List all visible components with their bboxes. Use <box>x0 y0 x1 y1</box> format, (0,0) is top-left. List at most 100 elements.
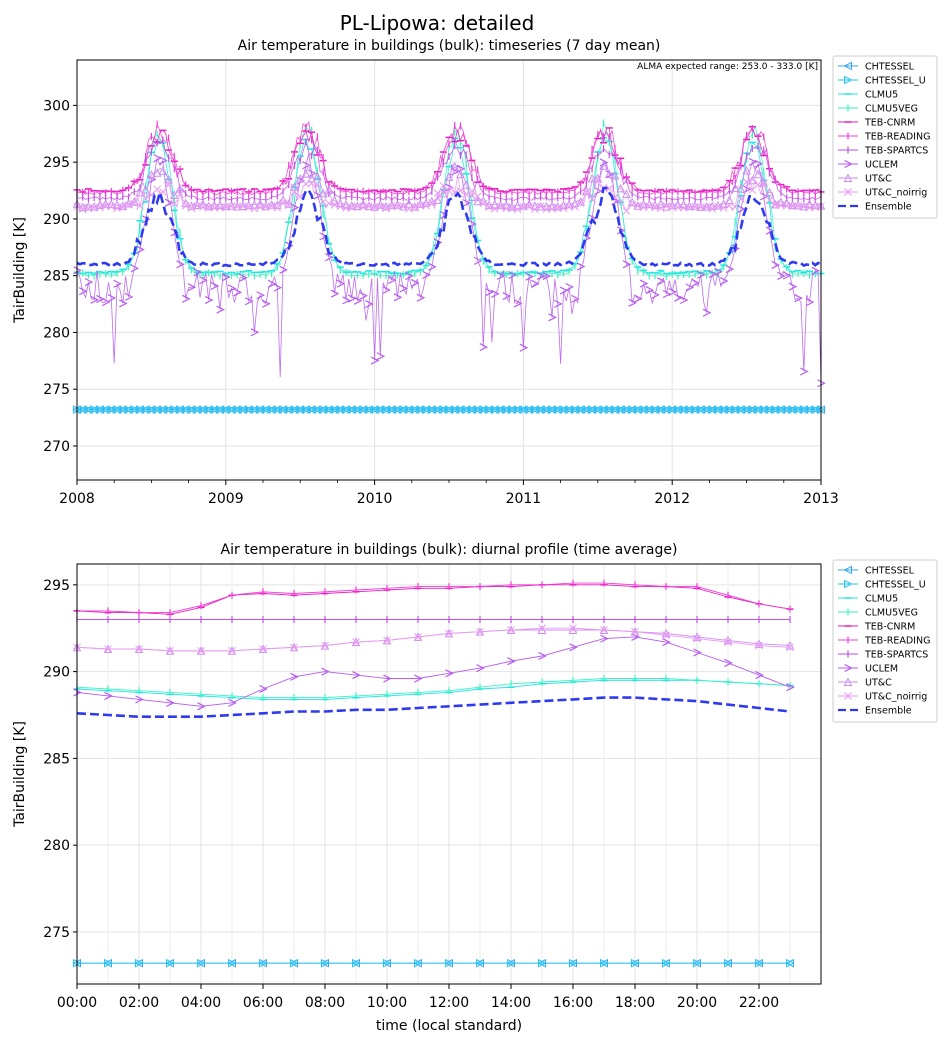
series-marker <box>519 405 529 414</box>
series-marker <box>782 405 792 414</box>
series-marker <box>748 175 757 185</box>
series-marker <box>765 226 775 235</box>
series-marker <box>439 405 448 414</box>
series-marker <box>571 202 579 211</box>
series-marker <box>250 328 260 337</box>
series-marker <box>656 199 666 208</box>
series-marker <box>319 405 328 414</box>
series-marker <box>238 405 248 414</box>
legend-label: CHTESSEL_U <box>865 580 926 591</box>
series-marker <box>302 161 311 170</box>
series-marker <box>576 405 586 414</box>
series-marker <box>588 195 596 203</box>
timeseries-grid <box>76 60 822 480</box>
series-marker <box>719 405 729 414</box>
series-line <box>76 627 791 652</box>
series-marker <box>656 204 665 213</box>
series-marker <box>631 632 640 641</box>
series-marker <box>336 405 345 414</box>
x-tick-label: 22:00 <box>739 995 779 1011</box>
series-marker <box>101 298 111 307</box>
legend-item: UCLEM <box>838 160 898 171</box>
series-marker <box>267 279 277 288</box>
legend-marker <box>843 677 853 686</box>
series-marker <box>513 299 523 308</box>
series-marker <box>485 405 494 414</box>
series-marker <box>422 201 430 210</box>
series-marker <box>284 201 293 210</box>
series-marker <box>216 405 225 414</box>
series-marker <box>433 405 443 414</box>
timeseries-series <box>72 119 826 414</box>
series-marker <box>324 405 334 414</box>
series-marker <box>538 651 547 661</box>
series-marker <box>656 405 666 414</box>
series-marker <box>330 289 340 298</box>
series-marker <box>387 202 396 211</box>
y-tick-label: 290 <box>43 212 70 228</box>
series-marker <box>290 672 299 681</box>
series-marker <box>228 698 237 707</box>
series-marker <box>600 958 609 968</box>
series-marker <box>364 405 374 414</box>
series-marker <box>668 287 678 296</box>
series-marker <box>479 196 488 205</box>
series-marker <box>691 278 700 287</box>
series-marker <box>197 646 205 655</box>
series-marker <box>811 266 821 275</box>
series-marker <box>204 295 214 304</box>
series-ensemble <box>76 186 822 268</box>
series-marker <box>462 190 471 199</box>
series-marker <box>166 698 175 707</box>
series-marker <box>565 202 574 211</box>
series-marker <box>210 281 220 290</box>
series-marker <box>290 203 300 212</box>
series-marker <box>176 189 184 198</box>
legend-label: UT&C <box>865 174 892 185</box>
series-marker <box>324 185 334 194</box>
series-marker <box>393 293 403 302</box>
legend-label: CHTESSEL_U <box>865 76 926 87</box>
series-marker <box>771 260 781 269</box>
series-marker <box>604 169 614 179</box>
series-marker <box>228 958 237 968</box>
series-marker <box>570 405 580 414</box>
series-marker <box>693 648 702 657</box>
x-tick-label: 2009 <box>208 491 244 507</box>
series-marker <box>476 627 484 636</box>
x-tick-label: 04:00 <box>181 995 221 1011</box>
series-marker <box>119 299 128 308</box>
series-marker <box>153 405 162 414</box>
series-marker <box>84 405 94 414</box>
series-marker <box>627 197 637 206</box>
series-marker <box>536 271 546 280</box>
series-marker <box>301 169 311 178</box>
series-ensemble <box>76 696 791 719</box>
series-marker <box>267 202 276 210</box>
series-marker <box>616 198 625 207</box>
series-marker <box>399 284 409 293</box>
series-marker <box>788 282 798 291</box>
series-marker <box>393 405 403 414</box>
series-marker <box>656 277 666 286</box>
legend-marker <box>844 75 853 85</box>
series-marker <box>513 405 523 414</box>
series-marker <box>290 405 300 414</box>
series-marker <box>341 405 351 414</box>
series-marker <box>668 203 677 211</box>
series-marker <box>485 288 494 297</box>
legend-item: TEB-SPARTCS <box>838 146 928 157</box>
series-marker <box>639 279 649 288</box>
series-marker <box>576 262 586 271</box>
legend-marker <box>843 61 852 71</box>
series-marker <box>445 669 454 678</box>
series-marker <box>113 405 122 414</box>
series-marker <box>244 297 254 306</box>
series-marker <box>313 171 322 181</box>
series-marker <box>770 199 780 209</box>
series-marker <box>507 405 517 414</box>
series-marker <box>731 203 740 211</box>
series-marker <box>233 288 243 297</box>
series-marker <box>135 695 144 704</box>
